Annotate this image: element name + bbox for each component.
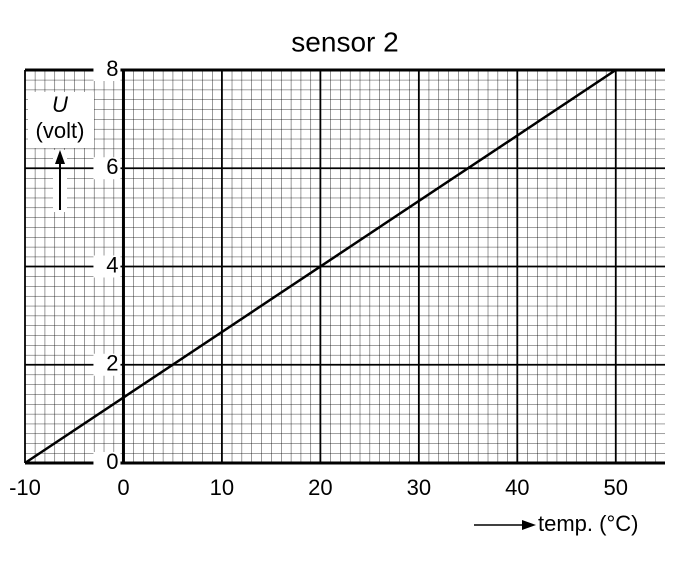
- chart-title: sensor 2: [291, 26, 398, 57]
- data-line: [24, 68, 665, 465]
- y-axis-label: U: [52, 92, 68, 117]
- y-arrow-head: [55, 150, 65, 164]
- x-tick-label: 20: [308, 475, 332, 500]
- tick-label-bg: [93, 59, 121, 81]
- label-bg: [28, 92, 94, 148]
- x-tick-label: 10: [210, 475, 234, 500]
- tick-label-bg: [93, 452, 121, 474]
- tick-label-bg: [93, 157, 121, 180]
- x-arrow-head: [522, 520, 536, 530]
- y-tick-label: 8: [106, 56, 118, 81]
- tick-label-bg: [93, 353, 121, 376]
- y-tick-label: 6: [106, 154, 118, 179]
- x-tick-label: 30: [407, 475, 431, 500]
- x-axis-label: temp. (°C): [538, 511, 638, 536]
- x-tick-label: 40: [505, 475, 529, 500]
- y-tick-label: 2: [106, 351, 118, 376]
- x-tick-label: -10: [9, 475, 41, 500]
- tick-label-bg: [93, 255, 121, 278]
- y-tick-label: 4: [106, 252, 118, 277]
- x-tick-label: 0: [117, 475, 129, 500]
- x-tick-label: 50: [604, 475, 628, 500]
- y-tick-label: 0: [106, 449, 118, 474]
- y-axis-unit: (volt): [36, 118, 85, 143]
